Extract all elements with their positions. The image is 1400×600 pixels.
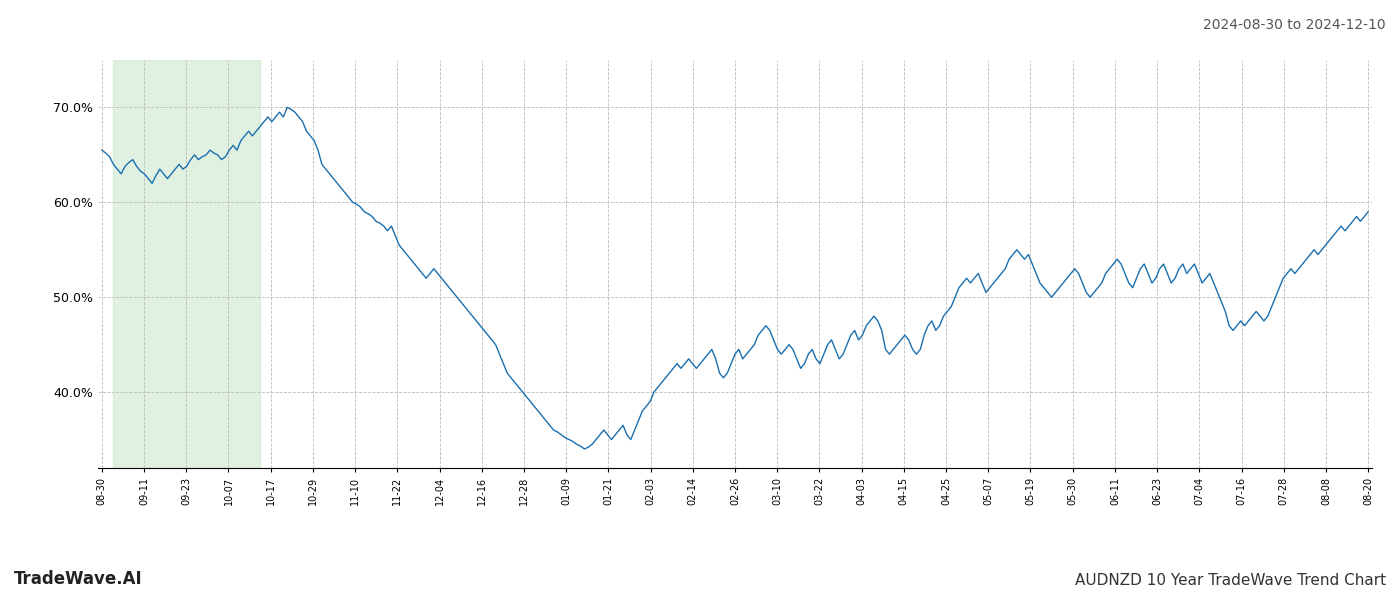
Text: TradeWave.AI: TradeWave.AI — [14, 570, 143, 588]
Text: 2024-08-30 to 2024-12-10: 2024-08-30 to 2024-12-10 — [1204, 18, 1386, 32]
Text: AUDNZD 10 Year TradeWave Trend Chart: AUDNZD 10 Year TradeWave Trend Chart — [1075, 573, 1386, 588]
Bar — [113, 60, 260, 468]
